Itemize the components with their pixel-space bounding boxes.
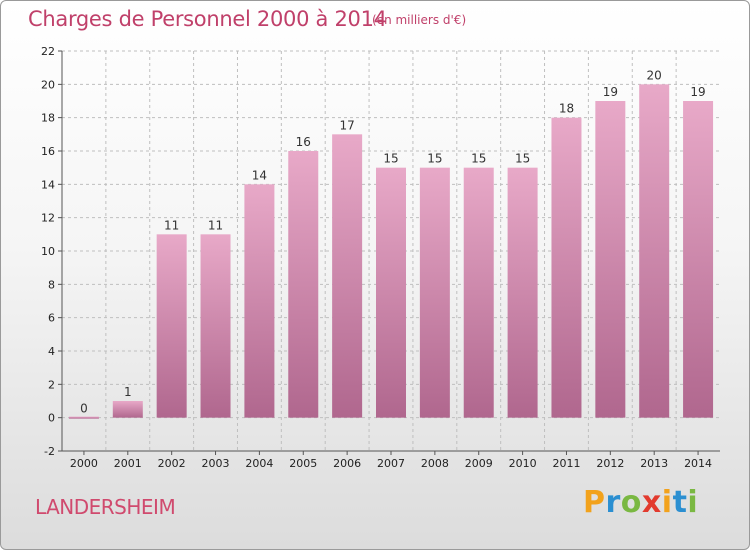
bar	[595, 101, 626, 418]
bar	[244, 184, 275, 418]
bar	[419, 167, 450, 418]
x-tick-label: 2010	[509, 457, 537, 470]
logo-letter: x	[641, 485, 662, 520]
logo-letter: t	[672, 485, 688, 520]
data-label: 1	[124, 385, 132, 399]
data-label: 20	[647, 68, 662, 82]
bar	[68, 416, 99, 419]
commune-name: LANDERSHEIM	[35, 495, 176, 519]
y-tick-label: 12	[41, 212, 55, 225]
bar	[507, 167, 538, 418]
x-tick-label: 2013	[640, 457, 668, 470]
y-tick-label: 6	[48, 312, 55, 325]
data-label: 15	[427, 152, 442, 166]
bar	[683, 101, 714, 418]
bar	[463, 167, 494, 418]
y-tick-label: 8	[48, 278, 55, 291]
x-tick-label: 2009	[465, 457, 493, 470]
x-tick-label: 2014	[684, 457, 712, 470]
x-tick-labels: 2000 2001 2002 2003 2004 2005 2006 2007 2008 2009…	[70, 457, 712, 470]
x-tick-label: 2011	[552, 457, 580, 470]
bar	[156, 234, 187, 418]
logo-letter: P	[583, 485, 606, 520]
data-label: 19	[690, 85, 705, 99]
x-tick-label: 2004	[245, 457, 273, 470]
data-label: 15	[383, 152, 398, 166]
x-tick-label: 2005	[289, 457, 317, 470]
x-tick-label: 2002	[158, 457, 186, 470]
y-tick-label: 14	[41, 178, 55, 191]
x-tick-label: 2001	[114, 457, 142, 470]
chart-subtitle: (en milliers d'€)	[372, 13, 467, 27]
y-tick-label: 22	[41, 45, 55, 58]
data-label: 16	[296, 135, 311, 149]
x-tick-label: 2007	[377, 457, 405, 470]
y-tick-label: 2	[48, 378, 55, 391]
data-label: 19	[603, 85, 618, 99]
logo-letter: i	[687, 485, 699, 520]
y-tick-labels: -2 0 2 4 6 8 10 12 14 16 18 20 22	[41, 45, 55, 458]
bar	[112, 401, 143, 418]
data-label: 15	[515, 152, 530, 166]
chart-title: Charges de Personnel 2000 à 2014	[28, 7, 387, 31]
x-tick-label: 2000	[70, 457, 98, 470]
y-tick-label: 16	[41, 145, 55, 158]
logo-letter: r	[605, 485, 621, 520]
bar	[376, 167, 406, 418]
data-label: 15	[471, 152, 486, 166]
data-label: 18	[559, 102, 574, 116]
y-tick-label: 20	[41, 78, 55, 91]
y-tick-label: 0	[48, 412, 55, 425]
axes	[58, 50, 720, 455]
bar	[200, 234, 231, 418]
data-label: 11	[164, 218, 179, 232]
data-label: 17	[339, 118, 354, 132]
y-tick-label: 18	[41, 112, 55, 125]
bar	[332, 134, 363, 418]
x-tick-label: 2012	[596, 457, 624, 470]
data-label: 14	[252, 168, 267, 182]
y-tick-label: 10	[41, 245, 55, 258]
data-label: 11	[208, 218, 223, 232]
data-label: 0	[80, 402, 88, 416]
y-tick-label: 4	[48, 345, 55, 358]
x-tick-label: 2006	[333, 457, 361, 470]
x-tick-label: 2003	[202, 457, 230, 470]
bars	[68, 84, 714, 419]
logo-letter: i	[661, 485, 673, 520]
bar	[639, 84, 670, 418]
y-tick-label: -2	[44, 445, 55, 458]
bar	[288, 151, 319, 418]
proxiti-logo: Proxiti	[583, 485, 698, 520]
x-tick-label: 2008	[421, 457, 449, 470]
bar	[551, 117, 582, 418]
logo-letter: o	[620, 485, 642, 520]
